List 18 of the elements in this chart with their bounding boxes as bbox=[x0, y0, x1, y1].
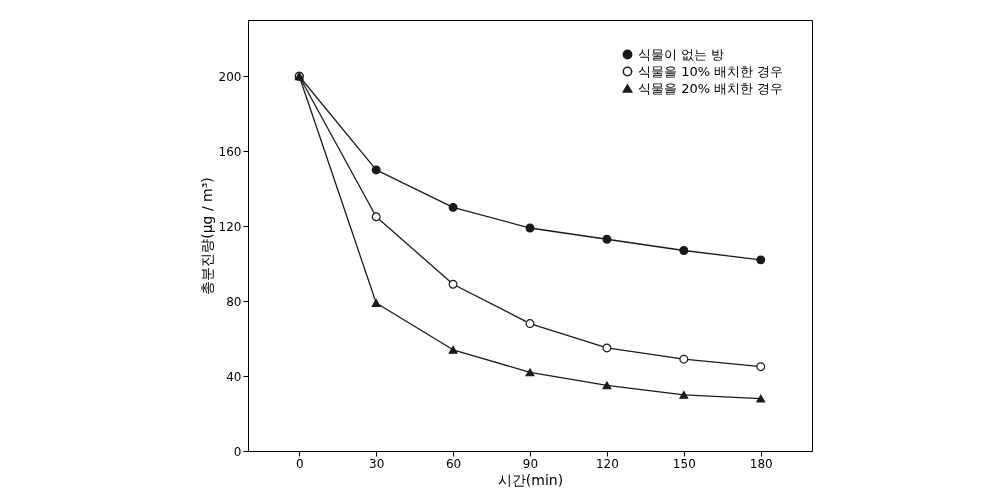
y-tick-label: 80 bbox=[226, 294, 242, 309]
x-tick-label: 90 bbox=[522, 456, 539, 471]
legend-label: 식물이 없는 방 bbox=[638, 46, 725, 62]
x-axis-title: 시간(min) bbox=[497, 471, 564, 488]
x-tick-label: 180 bbox=[749, 456, 773, 471]
x-tick-label: 60 bbox=[445, 456, 462, 471]
x-tick-label: 150 bbox=[672, 456, 696, 471]
y-tick-label: 40 bbox=[226, 369, 242, 384]
y-tick-label: 160 bbox=[218, 144, 242, 159]
y-tick-label: 0 bbox=[233, 444, 242, 459]
legend-label: 식물을 20% 배치한 경우 bbox=[638, 80, 784, 96]
x-tick-label: 0 bbox=[295, 456, 304, 471]
x-tick-label: 30 bbox=[369, 456, 385, 471]
y-tick-label: 200 bbox=[218, 69, 242, 84]
x-tick-label: 120 bbox=[595, 456, 619, 471]
y-axis-title: 총분진량(μg / m³) bbox=[198, 177, 215, 295]
y-tick-label: 120 bbox=[218, 219, 242, 234]
legend-label: 식물을 10% 배치한 경우 bbox=[638, 63, 784, 79]
